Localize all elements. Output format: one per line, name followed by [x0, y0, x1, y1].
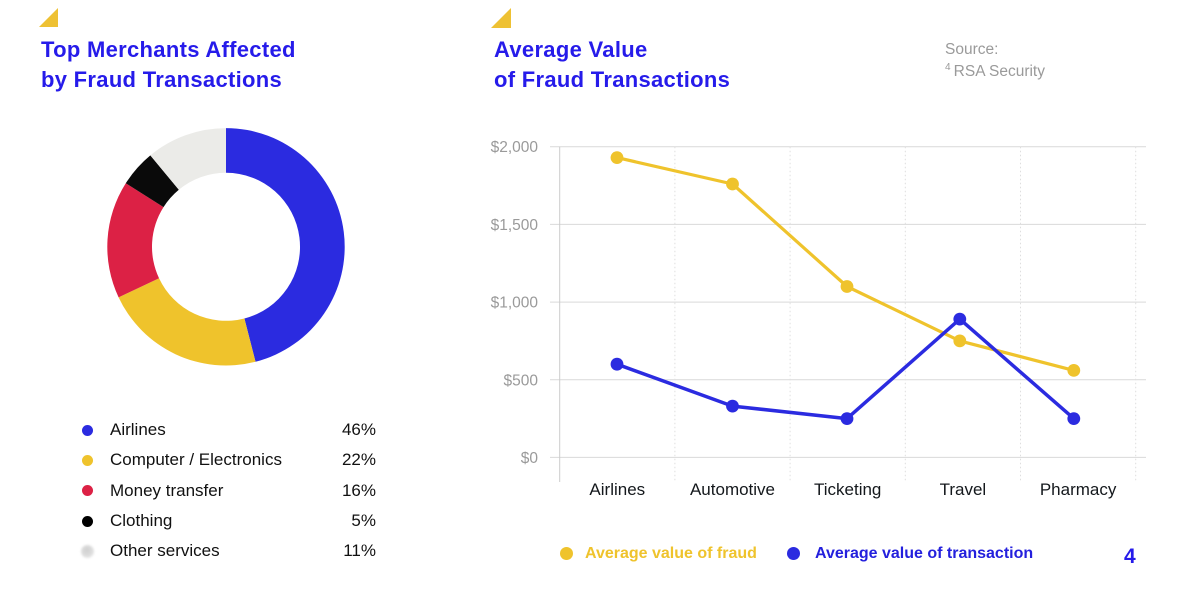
- svg-text:Automotive: Automotive: [690, 480, 775, 499]
- svg-text:$1,000: $1,000: [491, 295, 539, 312]
- svg-text:Pharmacy: Pharmacy: [1040, 480, 1117, 499]
- svg-text:$0: $0: [521, 450, 539, 467]
- svg-text:Ticketing: Ticketing: [814, 480, 881, 499]
- svg-text:Airlines: Airlines: [589, 480, 645, 499]
- svg-text:$500: $500: [504, 372, 539, 389]
- svg-text:$2,000: $2,000: [491, 139, 539, 156]
- svg-text:Travel: Travel: [940, 480, 987, 499]
- svg-text:$1,500: $1,500: [491, 217, 539, 234]
